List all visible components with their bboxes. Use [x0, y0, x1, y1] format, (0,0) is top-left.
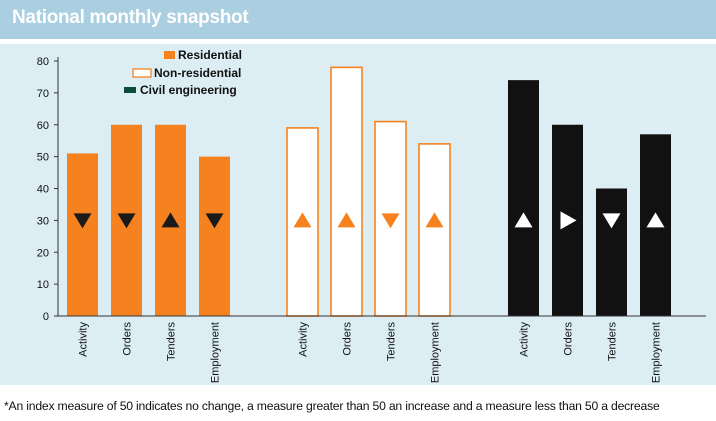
bar-civil-engineering-activity: [508, 80, 539, 316]
x-tick-label: Employment: [651, 322, 663, 383]
y-tick-label: 10: [37, 279, 49, 291]
marker-up-residential-tenders: [161, 212, 180, 228]
x-tick-label: Employment: [210, 322, 222, 383]
legend-label: Non-residential: [154, 66, 241, 80]
marker-right-civil-engineering-orders: [560, 211, 577, 230]
marker-down-residential-orders: [117, 213, 136, 229]
marker-up-non-residential-orders: [337, 212, 356, 228]
marker-up-non-residential-employment: [425, 212, 444, 228]
x-tick-label: Employment: [430, 322, 442, 383]
header-banner: National monthly snapshot: [0, 0, 716, 39]
y-tick-label: 30: [37, 215, 49, 227]
x-tick-label: Activity: [78, 322, 90, 357]
x-tick-label: Orders: [122, 322, 134, 356]
marker-down-non-residential-tenders: [381, 213, 400, 229]
marker-up-non-residential-activity: [293, 212, 312, 228]
legend-label: Civil engineering: [140, 83, 237, 97]
y-tick-label: 0: [43, 311, 49, 323]
y-tick-label: 40: [37, 184, 49, 196]
marker-up-civil-engineering-employment: [646, 212, 665, 228]
footnote: *An index measure of 50 indicates no cha…: [4, 399, 660, 413]
bar-chart: 0 10 20 30 40 50 60 70 80 Activity Orders Tenders Em…: [37, 48, 706, 383]
y-tick-label: 80: [37, 56, 49, 68]
x-tick-label: Tenders: [607, 322, 619, 362]
x-tick-label: Orders: [563, 322, 575, 356]
bar-civil-engineering-tenders: [596, 188, 627, 316]
y-tick-label: 50: [37, 152, 49, 164]
legend-label: Residential: [178, 48, 242, 62]
bar-non-residential-orders: [330, 66, 363, 317]
bar-non-residential-employment: [418, 143, 451, 317]
page-title: National monthly snapshot: [12, 7, 249, 28]
marker-down-residential-activity: [73, 213, 92, 229]
bar-residential-activity: [67, 153, 98, 316]
x-tick-label: Tenders: [166, 322, 178, 362]
x-tick-label: Activity: [298, 322, 310, 357]
legend-swatch-residential: [164, 51, 175, 59]
x-tick-label: Orders: [342, 322, 354, 356]
bar-residential-employment: [199, 156, 230, 316]
marker-down-civil-engineering-tenders: [602, 213, 621, 229]
legend-swatch-non-residential: [132, 68, 152, 78]
x-tick-label: Activity: [519, 322, 531, 357]
legend-swatch-civil-engineering: [124, 87, 136, 93]
x-tick-label: Tenders: [386, 322, 398, 362]
marker-down-residential-employment: [205, 213, 224, 229]
bar-non-residential-activity: [286, 127, 319, 317]
y-tick-label: 70: [37, 88, 49, 100]
marker-up-civil-engineering-activity: [514, 212, 533, 228]
y-tick-label: 60: [37, 120, 49, 132]
y-tick-label: 20: [37, 247, 49, 259]
